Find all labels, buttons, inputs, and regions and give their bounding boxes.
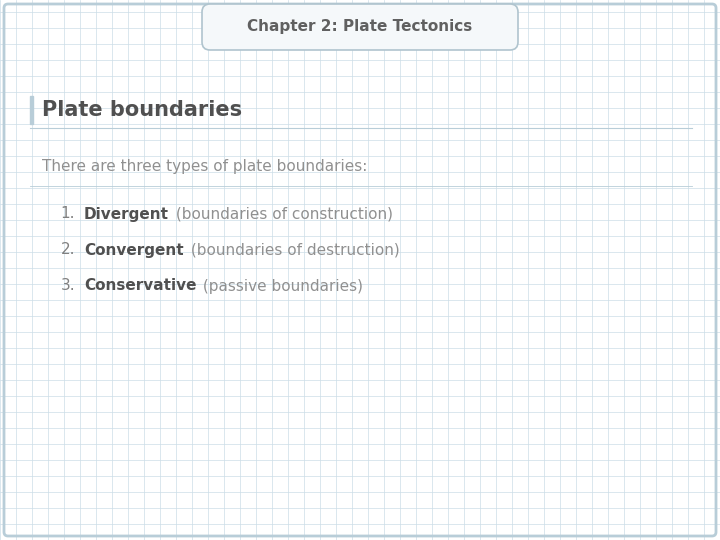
Text: (boundaries of destruction): (boundaries of destruction): [186, 242, 400, 258]
Text: 1.: 1.: [60, 206, 75, 221]
FancyBboxPatch shape: [202, 4, 518, 50]
Text: 2.: 2.: [60, 242, 75, 258]
Text: Plate boundaries: Plate boundaries: [42, 100, 242, 120]
Bar: [30, 96, 33, 124]
Text: (boundaries of construction): (boundaries of construction): [171, 206, 393, 221]
Text: (passive boundaries): (passive boundaries): [199, 279, 364, 294]
Text: Divergent: Divergent: [84, 206, 169, 221]
Text: Conservative: Conservative: [84, 279, 197, 294]
Text: Chapter 2: Plate Tectonics: Chapter 2: Plate Tectonics: [248, 19, 472, 35]
Text: Convergent: Convergent: [84, 242, 184, 258]
Text: 3.: 3.: [60, 279, 75, 294]
Text: There are three types of plate boundaries:: There are three types of plate boundarie…: [42, 159, 367, 173]
